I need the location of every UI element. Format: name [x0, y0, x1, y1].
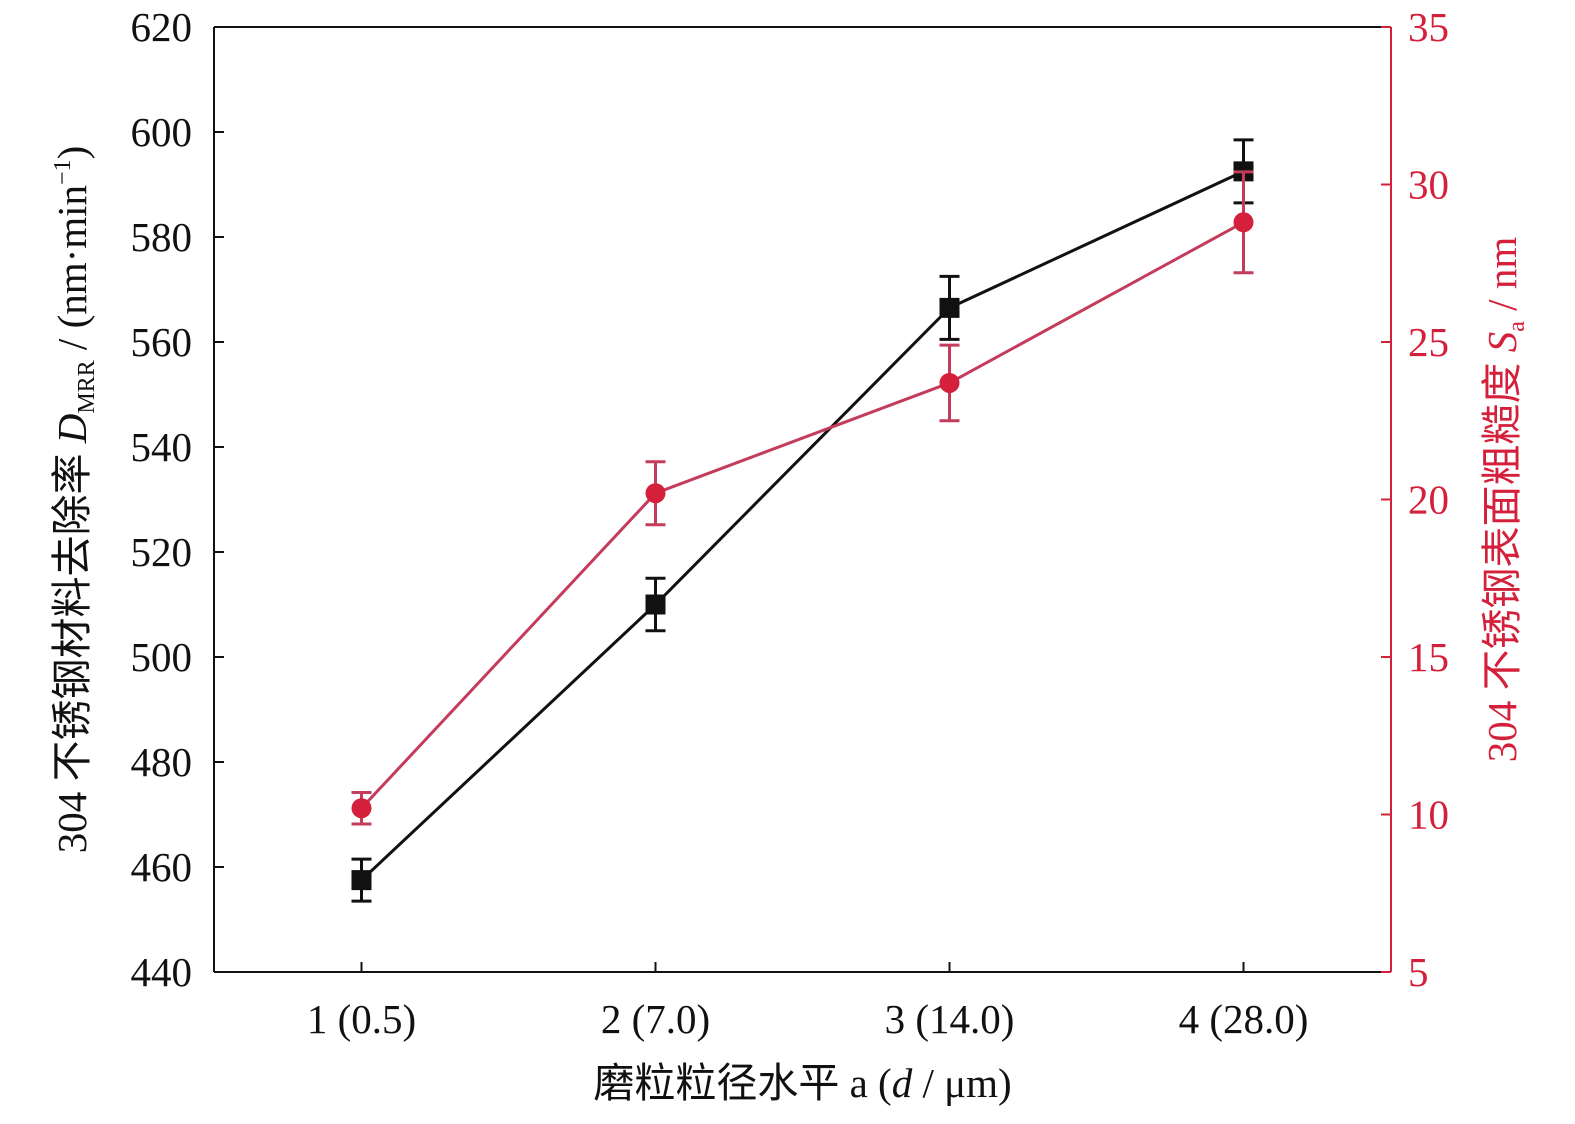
left-y-tick-label: 620 [131, 4, 193, 50]
data-point-square [645, 594, 666, 615]
data-point-circle [1233, 212, 1254, 233]
right-y-tick-label: 10 [1408, 792, 1449, 838]
axes: 440 460 480 500 520 540 560 580 600 620 5 10 15 20 25 3… [131, 4, 1450, 1042]
x-tick-label: 3 (14.0) [885, 996, 1015, 1042]
x-tick-label: 2 (7.0) [601, 996, 710, 1042]
axis-titles: 磨粒粒径水平 a (d / μm) 304 不锈钢材料去除率 DMRR / (nm… [49, 146, 1530, 1106]
right-y-tick-label: 30 [1408, 162, 1449, 208]
x-tick-label: 1 (0.5) [307, 996, 416, 1042]
left-y-tick-label: 580 [131, 214, 193, 260]
data-point-circle [645, 483, 666, 504]
left-y-tick-label: 500 [131, 634, 193, 680]
right-y-tick-label: 15 [1408, 634, 1449, 680]
left-y-tick-label: 460 [131, 844, 193, 890]
left-y-axis-title: 304 不锈钢材料去除率 DMRR / (nm·min−1) [49, 146, 100, 854]
left-y-tick-label: 540 [131, 424, 193, 470]
series-1-line [360, 170, 1245, 882]
right-y-axis-title: 304 不锈钢表面粗糙度 Sa / nm [1479, 237, 1530, 763]
right-y-tick-label: 5 [1408, 949, 1429, 995]
left-y-tick-label: 560 [131, 319, 193, 365]
x-tick-label: 4 (28.0) [1179, 996, 1309, 1042]
x-axis-title: 磨粒粒径水平 a (d / μm) [593, 1060, 1011, 1106]
series-layer [351, 138, 1254, 903]
series-2-line [360, 220, 1245, 810]
right-y-tick-label: 20 [1408, 477, 1449, 523]
left-y-tick-label: 600 [131, 109, 193, 155]
left-y-tick-label: 480 [131, 739, 193, 785]
data-point-square [351, 870, 372, 891]
data-point-circle [939, 372, 960, 393]
data-point-square [939, 297, 960, 318]
left-y-tick-label: 520 [131, 529, 193, 575]
series-1 [351, 138, 1254, 903]
data-point-circle [351, 798, 372, 819]
right-y-tick-label: 25 [1408, 319, 1449, 365]
left-y-tick-label: 440 [131, 949, 193, 995]
series-2 [351, 170, 1254, 826]
right-y-tick-label: 35 [1408, 4, 1449, 50]
